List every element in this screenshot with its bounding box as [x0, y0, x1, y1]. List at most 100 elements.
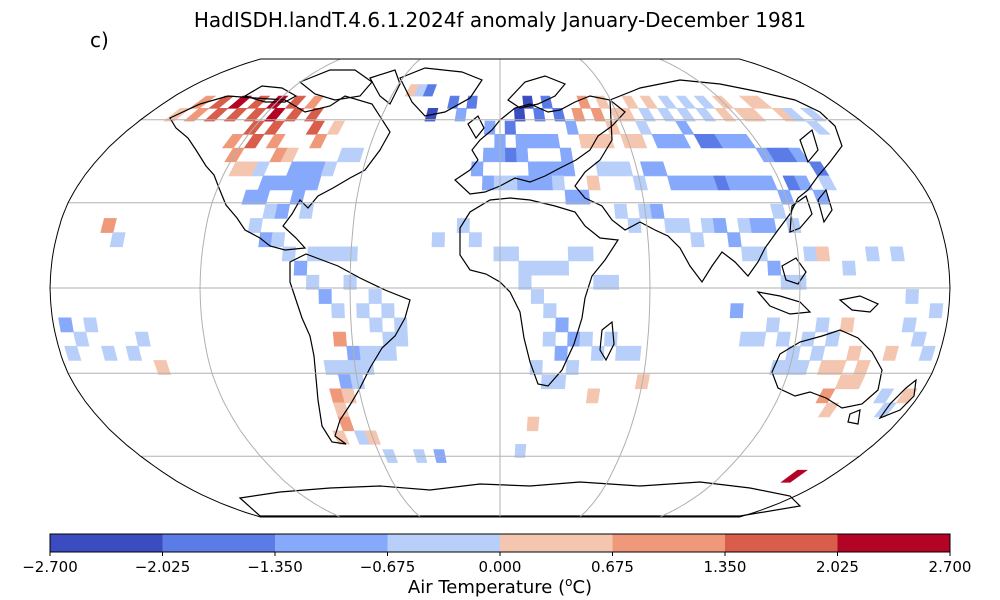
anomaly-cell: [815, 246, 831, 262]
graticule: [50, 58, 950, 518]
anomaly-cell: [515, 147, 529, 163]
anomaly-cell: [293, 260, 308, 276]
anomaly-cell: [593, 274, 607, 290]
anomaly-cell: [564, 189, 579, 205]
anomaly-cell: [422, 84, 437, 97]
anomaly-cell: [800, 331, 816, 347]
colorbar-segment: [387, 534, 501, 552]
anomaly-cell: [901, 317, 917, 333]
anomaly-cell: [518, 274, 532, 290]
anomaly-cell: [918, 345, 936, 361]
anomaly-cell: [280, 147, 300, 163]
anomaly-cell: [73, 331, 90, 347]
anomaly-cell: [303, 95, 325, 109]
anomaly-cell: [83, 317, 99, 333]
anomaly-cell: [483, 120, 496, 135]
anomaly-cell: [910, 331, 927, 347]
anomaly-cell: [223, 108, 248, 122]
anomaly-cell: [769, 360, 786, 375]
anomaly-cell: [571, 108, 586, 122]
anomaly-cell: [514, 443, 527, 458]
anomaly-cell: [369, 317, 383, 333]
anomaly-cell: [793, 175, 814, 191]
anomaly-cell: [700, 218, 716, 233]
anomaly-cell: [751, 331, 767, 347]
anomaly-cell: [540, 175, 554, 191]
anomaly-cell: [615, 345, 630, 361]
anomaly-cell: [816, 360, 835, 375]
anomaly-cell: [64, 345, 82, 361]
anomaly-cell: [780, 108, 807, 122]
anomaly-cell: [356, 303, 370, 319]
anomaly-cell: [656, 108, 677, 122]
anomaly-cell: [765, 317, 781, 333]
anomaly-cell: [555, 260, 570, 276]
anomaly-cell: [125, 345, 143, 361]
anomaly-cell: [775, 331, 791, 347]
anomaly-cell: [551, 175, 566, 191]
anomaly-cell: [675, 95, 697, 109]
anomaly-cell: [550, 161, 564, 177]
anomaly-cell: [518, 260, 532, 276]
anomaly-cell: [814, 317, 830, 333]
anomaly-cell: [780, 469, 808, 483]
colorbar-tick-label: −0.675: [359, 558, 416, 576]
panel-label: c): [90, 28, 109, 52]
anomaly-cell: [559, 147, 574, 163]
anomaly-cell: [839, 317, 855, 333]
anomaly-cell: [808, 161, 830, 177]
anomaly-cell: [657, 95, 678, 109]
anomaly-cell: [370, 345, 385, 361]
anomaly-cell: [555, 317, 569, 333]
meridian-line: [349, 58, 421, 518]
anomaly-cell: [303, 108, 324, 122]
anomaly-cell: [634, 120, 653, 135]
anomaly-cell: [381, 303, 395, 319]
anomaly-cell: [153, 360, 172, 375]
anomaly-cell: [394, 331, 409, 347]
anomaly-cell: [895, 388, 918, 404]
anomaly-cell: [567, 246, 582, 262]
anomaly-cell: [594, 95, 611, 109]
colorbar-segment: [50, 534, 163, 552]
anomaly-cell: [526, 416, 540, 432]
anomaly-cell: [332, 331, 348, 347]
anomaly-cell: [817, 175, 837, 191]
anomaly-cell: [258, 232, 274, 248]
anomaly-cell: [649, 203, 665, 219]
meridian-line: [659, 58, 801, 518]
colorbar-tick-label: 2.025: [816, 558, 859, 576]
map-outline: [49, 58, 951, 518]
anomaly-cell: [383, 345, 398, 361]
anomaly-cell: [358, 345, 373, 361]
anomaly-cell: [639, 95, 659, 109]
anomaly-cell: [864, 246, 880, 262]
anomaly-cell: [470, 161, 484, 177]
anomaly-cell: [590, 108, 606, 122]
anomaly-cell: [761, 218, 777, 233]
anomaly-cell: [134, 331, 151, 347]
anomaly-cell: [513, 108, 526, 122]
anomaly-cell: [305, 274, 320, 290]
anomaly-cell: [319, 246, 334, 262]
anomaly-cell: [515, 134, 528, 149]
anomaly-cell: [617, 161, 634, 177]
anomaly-cell: [447, 95, 460, 109]
anomaly-cell: [565, 360, 580, 375]
anomaly-cell: [905, 289, 920, 304]
anomaly-cell: [504, 120, 517, 135]
anomaly-cell: [263, 120, 285, 135]
anomaly-cell: [530, 289, 545, 304]
anomaly-cell: [809, 345, 826, 361]
anomaly-cell: [368, 289, 382, 304]
anomaly-cell: [530, 260, 545, 276]
anomaly-cell: [605, 274, 620, 290]
colorbar-tick-label: −2.700: [22, 558, 78, 576]
anomaly-cell: [852, 360, 871, 375]
anomaly-cell: [872, 388, 895, 404]
anomaly-cell: [676, 218, 691, 233]
anomaly-cell: [542, 331, 556, 347]
anomaly-cell: [456, 218, 470, 233]
anomaly-cell: [331, 303, 345, 319]
anomaly-cell: [747, 95, 773, 109]
